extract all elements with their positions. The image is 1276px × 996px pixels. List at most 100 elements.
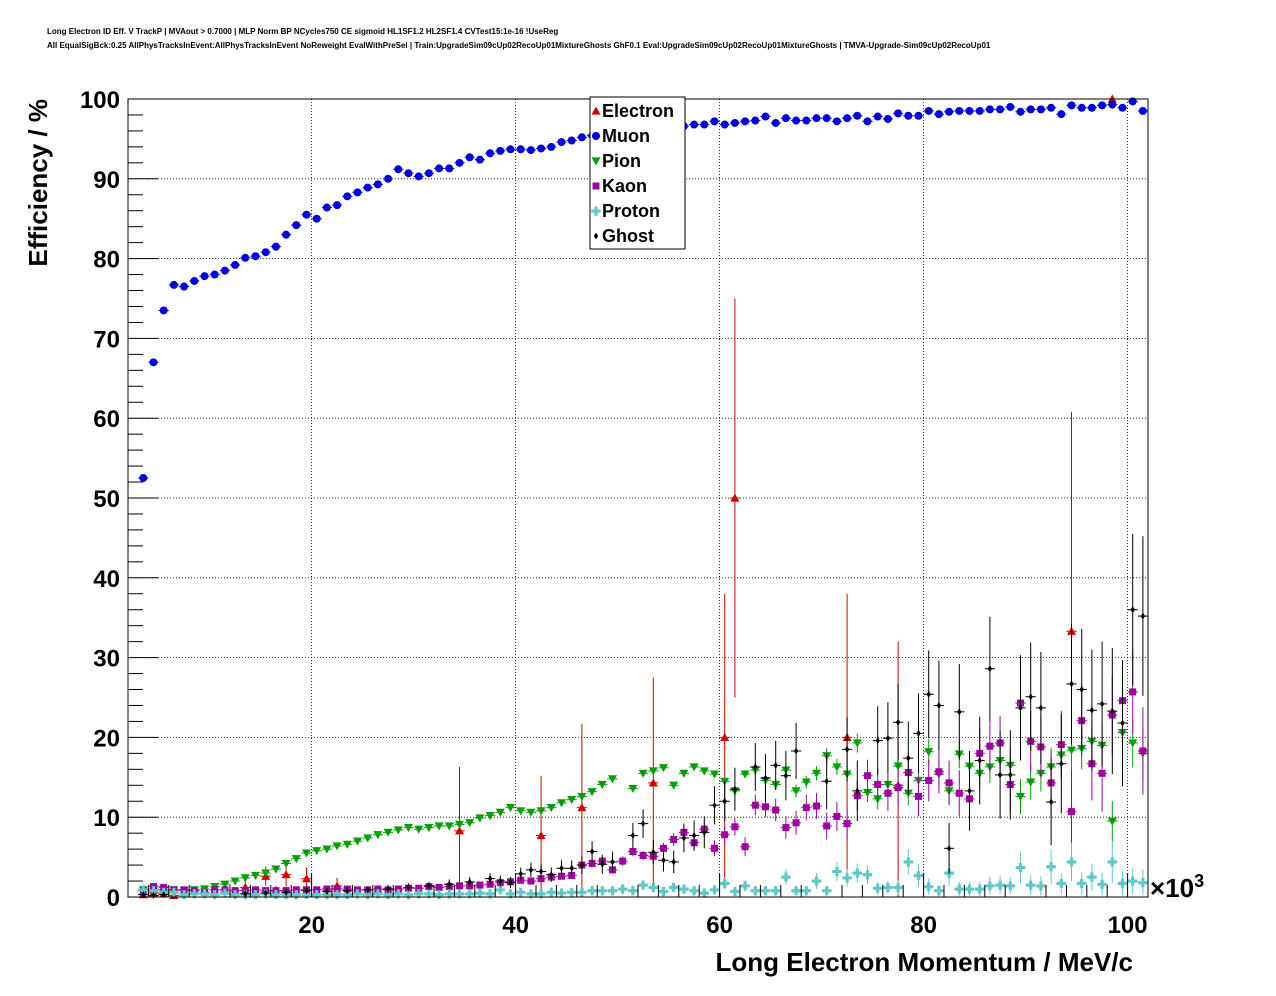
proton-point bbox=[383, 890, 393, 900]
pion-point bbox=[648, 767, 658, 776]
proton-point bbox=[1015, 862, 1026, 873]
pion-point bbox=[230, 877, 240, 886]
kaon-point bbox=[802, 804, 810, 812]
proton-point bbox=[342, 890, 352, 900]
muon-point bbox=[1077, 103, 1086, 112]
kaon-point bbox=[935, 768, 943, 776]
ghost-point bbox=[498, 877, 503, 885]
pion-point bbox=[516, 807, 526, 816]
proton-point bbox=[1026, 880, 1036, 890]
ghost-point bbox=[753, 763, 758, 771]
kaon-point bbox=[629, 848, 637, 856]
proton-point bbox=[199, 889, 210, 899]
ghost-point bbox=[610, 858, 615, 866]
series-proton bbox=[138, 841, 1148, 900]
proton-point bbox=[638, 880, 648, 890]
proton-point bbox=[720, 878, 730, 889]
proton-point bbox=[546, 887, 556, 897]
muon-point bbox=[445, 164, 454, 173]
proton-point bbox=[577, 887, 587, 897]
pion-point bbox=[495, 808, 505, 817]
muon-point bbox=[516, 145, 525, 154]
proton-point bbox=[934, 886, 944, 896]
proton-point bbox=[169, 887, 179, 897]
proton-point bbox=[618, 884, 628, 894]
muon-point bbox=[771, 118, 780, 127]
muon-point bbox=[945, 107, 954, 116]
y-tick-label: 60 bbox=[93, 406, 120, 433]
ghost-point bbox=[1048, 798, 1054, 806]
muon-point bbox=[159, 306, 168, 315]
muon-point bbox=[955, 106, 964, 115]
proton-point bbox=[567, 887, 577, 897]
muon-point bbox=[853, 111, 862, 120]
series-pion bbox=[138, 708, 1148, 896]
muon-point bbox=[822, 114, 831, 123]
muon-point bbox=[169, 280, 178, 289]
muon-point bbox=[904, 111, 913, 120]
ghost-point bbox=[141, 891, 146, 899]
y-tick-label: 80 bbox=[93, 247, 120, 274]
muon-point bbox=[781, 114, 790, 123]
ghost-point bbox=[426, 882, 432, 890]
legend-marker-ghost bbox=[593, 232, 599, 240]
ghost-point bbox=[549, 871, 554, 879]
ghost-point bbox=[243, 890, 248, 898]
legend-label-muon: Muon bbox=[602, 126, 650, 146]
kaon-point bbox=[945, 779, 953, 787]
proton-point bbox=[1036, 881, 1046, 891]
kaon-point bbox=[925, 776, 933, 784]
muon-point bbox=[435, 164, 444, 173]
muon-point bbox=[282, 230, 291, 239]
pion-point bbox=[475, 814, 485, 823]
electron-point bbox=[536, 831, 546, 840]
kaon-point bbox=[435, 883, 443, 891]
legend: Electron Muon Pion Kaon Proton Ghost bbox=[589, 96, 686, 250]
y-tick-label: 10 bbox=[93, 805, 120, 832]
proton-point bbox=[985, 881, 995, 891]
ghost-point bbox=[987, 665, 993, 673]
kaon-point bbox=[394, 885, 402, 893]
y-tick-label: 40 bbox=[93, 566, 120, 593]
muon-point bbox=[1026, 105, 1035, 114]
muon-point bbox=[363, 183, 372, 192]
muon-point bbox=[210, 270, 219, 279]
pion-point bbox=[424, 823, 434, 833]
muon-point bbox=[220, 266, 229, 275]
muon-point bbox=[343, 192, 352, 201]
pion-point bbox=[669, 781, 679, 790]
ghost-point bbox=[1089, 706, 1095, 714]
ghost-point bbox=[151, 891, 156, 899]
kaon-point bbox=[915, 792, 922, 800]
pion-point bbox=[852, 739, 862, 748]
proton-point bbox=[964, 884, 975, 894]
muon-point bbox=[1057, 110, 1066, 119]
pion-point bbox=[281, 859, 291, 868]
muon-point bbox=[1108, 100, 1117, 109]
kaon-point bbox=[527, 877, 535, 885]
ghost-point bbox=[926, 690, 931, 698]
electron-point bbox=[455, 826, 464, 835]
muon-point bbox=[271, 242, 280, 251]
ghost-point bbox=[487, 875, 493, 883]
kaon-point bbox=[1139, 747, 1147, 755]
muon-point bbox=[761, 112, 770, 121]
proton-point bbox=[597, 886, 607, 896]
pion-point bbox=[740, 770, 750, 779]
proton-point bbox=[862, 870, 873, 880]
ghost-point bbox=[569, 864, 574, 872]
muon-point bbox=[424, 169, 433, 178]
kaon-point bbox=[751, 801, 759, 809]
legend-marker-electron bbox=[591, 106, 601, 115]
muon-point bbox=[486, 149, 495, 158]
legend-label-electron: Electron bbox=[602, 101, 674, 121]
ghost-point bbox=[589, 848, 595, 856]
kaon-point bbox=[741, 843, 749, 851]
proton-point bbox=[505, 889, 516, 899]
proton-point bbox=[1097, 879, 1107, 889]
pion-point bbox=[1067, 746, 1076, 755]
ghost-point bbox=[528, 866, 534, 874]
pion-point bbox=[404, 823, 413, 833]
pion-point bbox=[557, 799, 566, 808]
